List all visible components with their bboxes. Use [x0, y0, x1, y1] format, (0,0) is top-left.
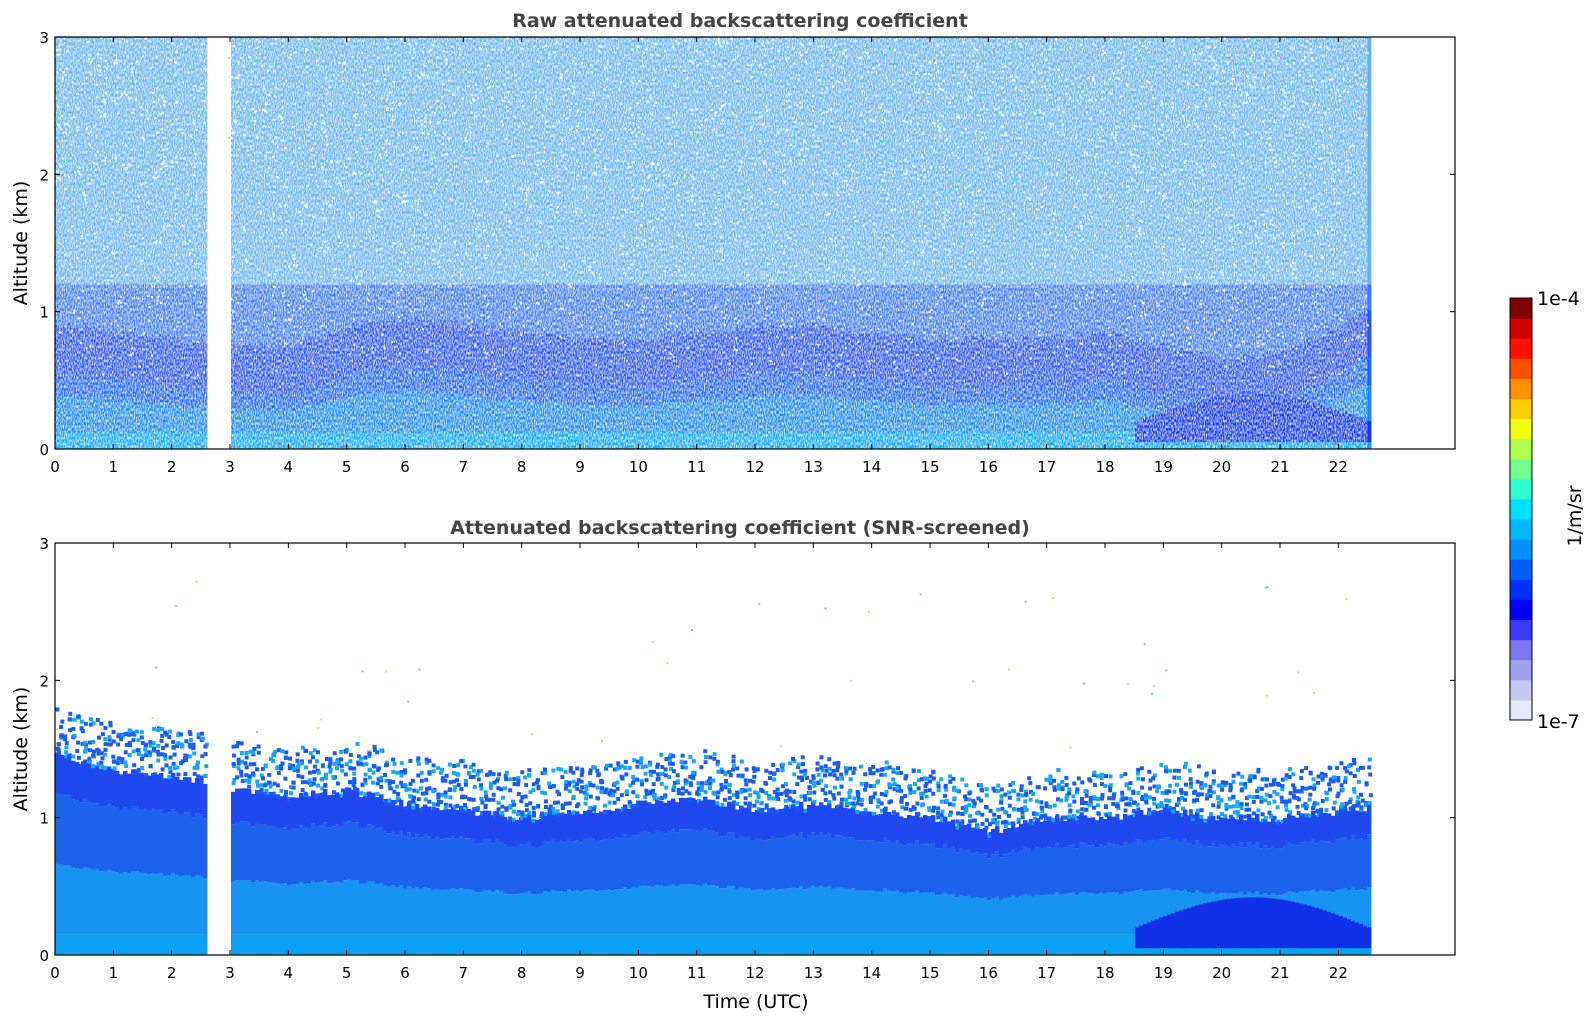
x-tick-label: 22 — [1329, 458, 1348, 476]
panel-1-y-ticks: 0 1 2 3 — [39, 29, 1455, 459]
x-tick-label: 6 — [400, 458, 410, 476]
panel-raw: Raw attenuated backscattering coefficien… — [10, 10, 1456, 476]
y-tick-label: 1 — [39, 304, 49, 322]
panel-2-x-ticks: 0 1 2 3 4 5 6 7 8 9 10 11 12 13 14 15 16 17 18 19 20 21 22 — [50, 543, 1348, 982]
x-tick-label: 20 — [1212, 458, 1231, 476]
panel-2-y-axis-label: Altitude (km) — [10, 687, 32, 812]
x-tick-label: 13 — [804, 964, 823, 982]
panel-1-x-ticks: 0 1 2 3 4 5 6 7 8 9 10 11 12 13 14 15 16 17 18 19 20 21 22 — [50, 37, 1348, 476]
x-tick-label: 1 — [109, 458, 119, 476]
colorbar-step — [1510, 358, 1532, 379]
colorbar-step — [1510, 498, 1532, 520]
colorbar-step — [1510, 619, 1532, 641]
x-tick-label: 8 — [517, 458, 527, 476]
x-tick-label: 14 — [862, 458, 881, 476]
y-tick-label: 2 — [39, 166, 49, 184]
x-tick-label: 1 — [109, 964, 119, 982]
panel-screened: Attenuated backscattering coefficient (S… — [10, 517, 1456, 1013]
colorbar-step — [1510, 639, 1532, 661]
y-tick-label: 3 — [39, 535, 49, 553]
colorbar-step — [1510, 398, 1532, 420]
x-tick-label: 11 — [687, 458, 706, 476]
x-tick-label: 12 — [745, 458, 764, 476]
y-tick-label: 0 — [39, 441, 49, 459]
x-axis-label: Time (UTC) — [702, 991, 808, 1013]
colorbar-step — [1510, 378, 1532, 399]
x-tick-label: 10 — [629, 458, 648, 476]
colorbar: 1e-4 1e-7 1/m/sr — [1509, 288, 1586, 733]
x-tick-label: 5 — [342, 964, 352, 982]
x-tick-label: 2 — [167, 458, 177, 476]
colorbar-step — [1510, 599, 1532, 621]
x-tick-label: 10 — [629, 964, 648, 982]
x-tick-label: 15 — [920, 964, 939, 982]
colorbar-step — [1510, 418, 1532, 440]
colorbar-steps — [1510, 298, 1532, 721]
x-tick-label: 11 — [687, 964, 706, 982]
x-tick-label: 21 — [1270, 964, 1289, 982]
x-tick-label: 0 — [50, 458, 60, 476]
colorbar-step — [1510, 338, 1532, 359]
x-tick-label: 14 — [862, 964, 881, 982]
x-tick-label: 4 — [284, 964, 294, 982]
colorbar-step — [1510, 519, 1532, 540]
x-tick-label: 7 — [459, 964, 469, 982]
colorbar-step — [1510, 699, 1532, 721]
x-tick-label: 9 — [575, 964, 585, 982]
colorbar-step — [1510, 539, 1532, 560]
y-tick-label: 1 — [39, 810, 49, 828]
x-tick-label: 17 — [1037, 964, 1056, 982]
x-tick-label: 22 — [1329, 964, 1348, 982]
x-tick-label: 7 — [459, 458, 469, 476]
x-tick-label: 5 — [342, 458, 352, 476]
x-tick-label: 16 — [979, 458, 998, 476]
x-tick-label: 19 — [1154, 458, 1173, 476]
colorbar-step — [1510, 659, 1532, 681]
x-tick-label: 2 — [167, 964, 177, 982]
x-tick-label: 13 — [804, 458, 823, 476]
x-tick-label: 0 — [50, 964, 60, 982]
x-tick-label: 21 — [1270, 458, 1289, 476]
colorbar-frame — [1509, 297, 1533, 721]
x-tick-label: 3 — [225, 964, 235, 982]
x-tick-label: 18 — [1095, 964, 1114, 982]
colorbar-min-label: 1e-7 — [1537, 711, 1580, 733]
x-tick-label: 17 — [1037, 458, 1056, 476]
x-tick-label: 6 — [400, 964, 410, 982]
panel-1-y-axis-label: Altitude (km) — [10, 181, 32, 306]
y-tick-label: 0 — [39, 947, 49, 965]
panel-2-y-ticks: 0 1 2 3 — [39, 535, 1455, 965]
raw-heatmap — [55, 37, 1372, 449]
colorbar-step — [1510, 318, 1532, 339]
panel-1-title: Raw attenuated backscattering coefficien… — [512, 10, 968, 32]
screened-heatmap — [55, 580, 1373, 955]
panel-2-title: Attenuated backscattering coefficient (S… — [450, 517, 1030, 539]
x-tick-label: 4 — [284, 458, 294, 476]
colorbar-step — [1510, 579, 1532, 600]
x-tick-label: 9 — [575, 458, 585, 476]
colorbar-unit-label: 1/m/sr — [1564, 485, 1586, 546]
colorbar-step — [1510, 679, 1532, 701]
x-tick-label: 20 — [1212, 964, 1231, 982]
colorbar-step — [1510, 298, 1532, 319]
colorbar-max-label: 1e-4 — [1537, 288, 1580, 310]
x-tick-label: 12 — [745, 964, 764, 982]
colorbar-step — [1510, 458, 1532, 480]
y-tick-label: 2 — [39, 672, 49, 690]
x-tick-label: 3 — [225, 458, 235, 476]
x-tick-label: 18 — [1095, 458, 1114, 476]
x-tick-label: 16 — [979, 964, 998, 982]
x-tick-label: 8 — [517, 964, 527, 982]
colorbar-step — [1510, 438, 1532, 460]
colorbar-step — [1510, 478, 1532, 500]
x-tick-label: 15 — [920, 458, 939, 476]
x-tick-label: 19 — [1154, 964, 1173, 982]
colorbar-step — [1510, 559, 1532, 580]
y-tick-label: 3 — [39, 29, 49, 47]
